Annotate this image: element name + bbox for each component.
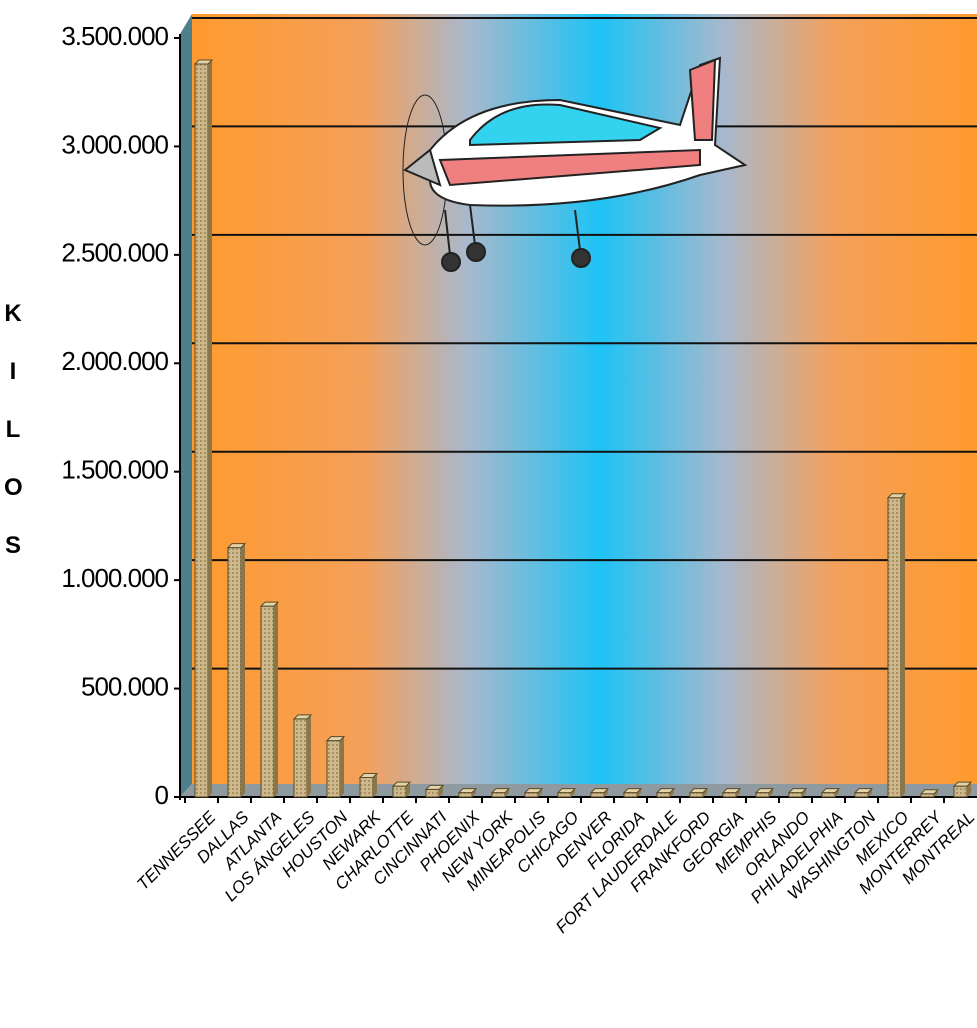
bar-side (208, 60, 212, 798)
bar (425, 788, 440, 798)
bar-side (373, 773, 377, 797)
bar-side (703, 788, 707, 797)
bar (524, 792, 539, 798)
bar-top (919, 789, 940, 795)
bar-top (556, 788, 577, 794)
bar (722, 792, 737, 798)
y-tick-label: 1.000.000 (61, 563, 168, 593)
bar-top (688, 788, 709, 794)
bar-side (472, 788, 476, 797)
bar (623, 792, 638, 798)
y-tick-label: 3.500.000 (61, 21, 168, 51)
bar-side (538, 788, 542, 797)
bar (557, 792, 572, 798)
bar (392, 785, 407, 798)
bar-top (325, 736, 346, 742)
bar-top (358, 772, 379, 778)
bar-top (424, 784, 445, 790)
bar-side (604, 788, 608, 797)
bar-side (769, 788, 773, 797)
y-tick-label: 500.000 (81, 671, 169, 701)
bar-side (901, 493, 905, 797)
bar (458, 792, 473, 798)
y-tick-label: 0 (155, 780, 169, 810)
bar (656, 792, 671, 798)
bar (821, 792, 836, 798)
y-tick-label: 2.000.000 (61, 346, 168, 376)
bar-side (670, 788, 674, 797)
y-tick-label: 1.500.000 (61, 455, 168, 485)
bar-side (736, 788, 740, 797)
bar-side (439, 785, 443, 797)
y-axis-label: KILOS (4, 300, 23, 559)
bar (260, 605, 275, 798)
bar (689, 792, 704, 798)
airplane-illustration (402, 56, 748, 272)
bar (326, 740, 341, 798)
bar-top (490, 788, 511, 794)
bar-side (967, 782, 971, 797)
bar-side (307, 714, 311, 797)
bar-top (754, 788, 775, 794)
bar-side (835, 788, 839, 797)
bar (194, 63, 209, 798)
bar-top (193, 59, 214, 65)
bar-side (934, 789, 938, 797)
bar (227, 547, 242, 798)
bar-top (820, 788, 841, 794)
bar (887, 497, 902, 798)
bar (491, 792, 506, 798)
bar (755, 792, 770, 798)
floor (180, 784, 977, 797)
bar-top (655, 788, 676, 794)
bar-side (571, 788, 575, 797)
bar-top (721, 788, 742, 794)
bar-top (292, 714, 313, 720)
bar (854, 792, 869, 798)
bar-top (886, 493, 907, 499)
side-wall (180, 14, 192, 797)
bar (359, 776, 374, 798)
bar-side (868, 788, 872, 797)
bar (788, 792, 803, 798)
bar-side (406, 782, 410, 797)
bar-top (589, 788, 610, 794)
bar-side (274, 602, 278, 797)
bar-side (340, 736, 344, 797)
bar (293, 718, 308, 798)
bar-top (853, 788, 874, 794)
y-tick-label: 2.500.000 (61, 238, 168, 268)
bar-top (787, 788, 808, 794)
bar-top (622, 788, 643, 794)
bar-top (259, 601, 280, 607)
bar (953, 785, 968, 798)
bar-top (457, 788, 478, 794)
bar-side (637, 788, 641, 797)
bar-top (952, 781, 973, 787)
bar-side (505, 788, 509, 797)
bar-top (226, 543, 247, 549)
bar-top (523, 788, 544, 794)
bar-top (391, 781, 412, 787)
y-tick-label: 3.000.000 (61, 129, 168, 159)
bar (590, 792, 605, 798)
bar-side (802, 788, 806, 797)
bar-side (241, 543, 245, 797)
